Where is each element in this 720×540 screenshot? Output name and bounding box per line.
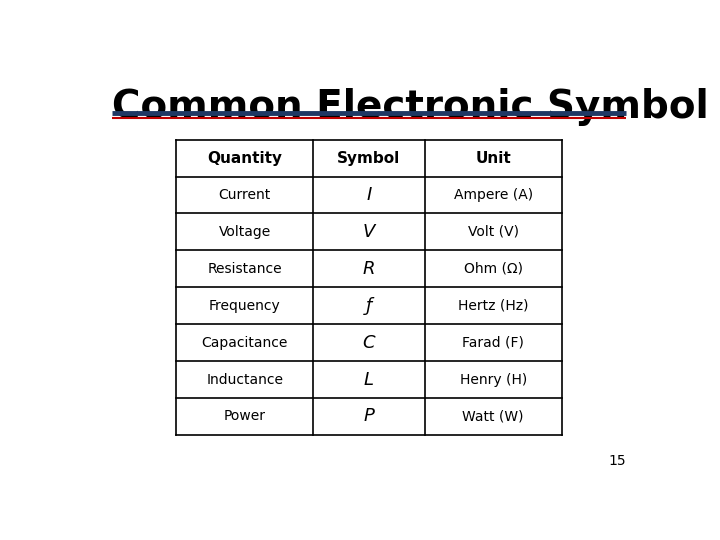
Text: Inductance: Inductance — [207, 373, 284, 387]
Text: Henry (H): Henry (H) — [459, 373, 527, 387]
Text: Current: Current — [219, 188, 271, 202]
Text: Unit: Unit — [475, 151, 511, 166]
Text: C: C — [363, 334, 375, 352]
Text: L: L — [364, 370, 374, 388]
Text: R: R — [363, 260, 375, 278]
Text: Hertz (Hz): Hertz (Hz) — [458, 299, 528, 313]
Text: Symbol: Symbol — [338, 151, 400, 166]
Text: Frequency: Frequency — [209, 299, 281, 313]
Text: P: P — [364, 407, 374, 426]
Text: Farad (F): Farad (F) — [462, 335, 524, 349]
Text: Ampere (A): Ampere (A) — [454, 188, 533, 202]
Text: Power: Power — [224, 409, 266, 423]
Text: 15: 15 — [608, 454, 626, 468]
Text: Watt (W): Watt (W) — [462, 409, 524, 423]
Text: Ohm (Ω): Ohm (Ω) — [464, 262, 523, 276]
Text: V: V — [363, 223, 375, 241]
Text: Voltage: Voltage — [219, 225, 271, 239]
Text: I: I — [366, 186, 372, 204]
Text: Capacitance: Capacitance — [202, 335, 288, 349]
Text: ƒ: ƒ — [366, 296, 372, 315]
Text: Common Electronic Symbol & Units: Common Electronic Symbol & Units — [112, 87, 720, 126]
Text: Quantity: Quantity — [207, 151, 282, 166]
Text: Volt (V): Volt (V) — [468, 225, 518, 239]
Text: Resistance: Resistance — [207, 262, 282, 276]
